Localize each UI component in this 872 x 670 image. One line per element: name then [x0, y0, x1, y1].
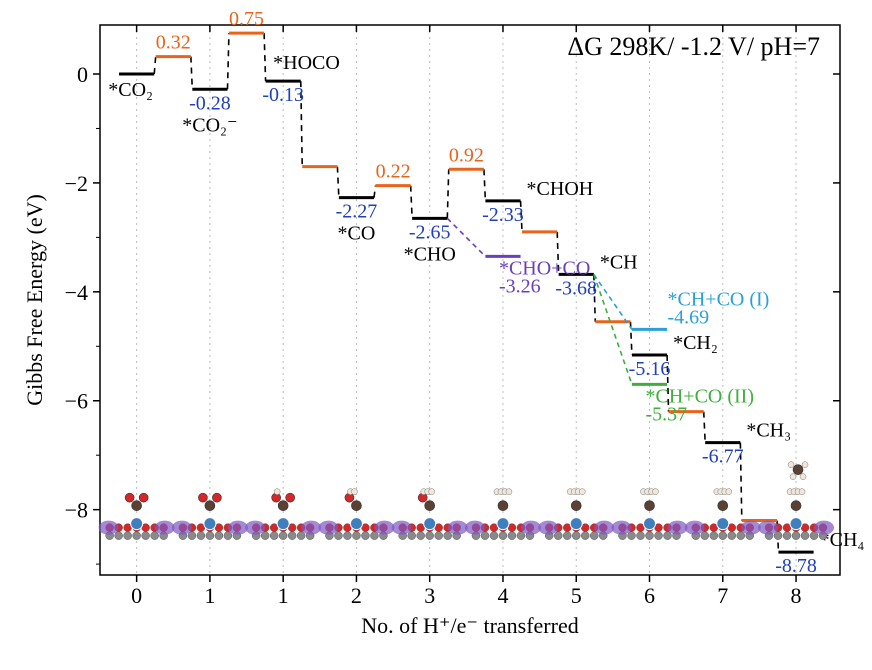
svg-text:-5.37: -5.37: [646, 403, 688, 425]
svg-text:*CO: *CO: [338, 223, 376, 245]
svg-text:6: 6: [644, 583, 655, 608]
svg-text:-0.28: -0.28: [189, 92, 231, 114]
svg-text:-3.68: -3.68: [555, 277, 597, 299]
svg-text:0.75: 0.75: [229, 8, 264, 30]
svg-text:7: 7: [717, 583, 728, 608]
svg-text:*CO₂: *CO₂: [108, 79, 153, 101]
svg-text:-2.33: -2.33: [482, 204, 524, 226]
svg-text:No. of H⁺/e⁻ transferred: No. of H⁺/e⁻ transferred: [361, 613, 578, 638]
svg-text:-8.78: -8.78: [775, 555, 817, 577]
svg-text:5: 5: [571, 583, 582, 608]
svg-text:*CHOH: *CHOH: [527, 178, 594, 200]
svg-text:-6.77: -6.77: [702, 446, 744, 468]
svg-text:*CH₂: *CH₂: [673, 332, 718, 354]
svg-text:-3.26: -3.26: [499, 275, 541, 297]
svg-text:0.22: 0.22: [376, 161, 411, 183]
svg-text:0: 0: [77, 62, 88, 87]
svg-text:0.92: 0.92: [449, 144, 484, 166]
svg-text:*CO₂⁻: *CO₂⁻: [182, 114, 237, 136]
svg-text:4: 4: [497, 583, 508, 608]
svg-text:8: 8: [791, 583, 802, 608]
svg-text:2: 2: [351, 583, 362, 608]
svg-text:-0.13: -0.13: [262, 84, 304, 106]
svg-text:0.32: 0.32: [156, 32, 191, 54]
svg-text:−8: −8: [65, 498, 88, 523]
svg-text:1: 1: [204, 583, 215, 608]
svg-text:-2.27: -2.27: [336, 201, 378, 223]
svg-text:−4: −4: [65, 280, 88, 305]
svg-text:-4.69: -4.69: [668, 306, 710, 328]
svg-text:0: 0: [131, 583, 142, 608]
svg-text:Gibbs Free Energy (eV): Gibbs Free Energy (eV): [22, 194, 47, 406]
svg-text:ΔG 298K/ -1.2 V/ pH=7: ΔG 298K/ -1.2 V/ pH=7: [567, 32, 820, 61]
svg-text:*CHO: *CHO: [404, 243, 456, 265]
chart-svg: 0 −2 −4 −6 −8 0 1 1 2 3 4 5 6 7 8 Gibbs Free Energy (eV…: [0, 0, 872, 670]
svg-text:-5.16: -5.16: [629, 358, 671, 380]
svg-text:−6: −6: [65, 389, 88, 414]
svg-text:*CH₃: *CH₃: [746, 420, 791, 442]
gibbs-energy-chart: 0 −2 −4 −6 −8 0 1 1 2 3 4 5 6 7 8 Gibbs Free Energy (eV…: [0, 0, 872, 670]
svg-text:−2: −2: [65, 171, 88, 196]
svg-text:3: 3: [424, 583, 435, 608]
svg-text:*CH: *CH: [600, 251, 638, 273]
svg-text:-2.65: -2.65: [409, 221, 451, 243]
svg-text:1: 1: [278, 583, 289, 608]
svg-text:*HOCO: *HOCO: [273, 52, 340, 74]
